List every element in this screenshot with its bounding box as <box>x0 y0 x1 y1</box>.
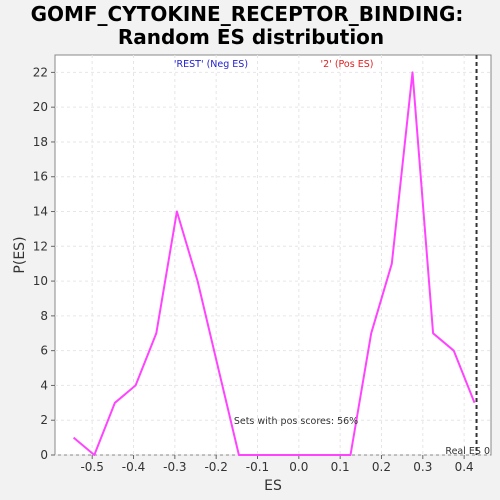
x-tick-label: 0.1 <box>331 460 350 474</box>
pos-scores-annotation: Sets with pos scores: 56% <box>234 416 358 427</box>
chart-title-line1: GOMF_CYTOKINE_RECEPTOR_BINDING: <box>31 2 464 26</box>
y-tick-label: 6 <box>40 344 48 358</box>
x-tick-label: -0.1 <box>246 460 269 474</box>
x-axis-title: ES <box>264 478 282 494</box>
y-tick-label: 18 <box>33 135 48 149</box>
y-axis-ticks: 0 2 4 6 8 10 12 14 16 18 20 22 <box>33 65 55 462</box>
gridlines <box>55 55 491 456</box>
series-line <box>72 71 476 456</box>
y-tick-label: 20 <box>33 100 48 114</box>
y-tick-label: 22 <box>33 65 48 79</box>
chart-title-line2: Random ES distribution <box>118 25 384 49</box>
x-tick-label: 0.4 <box>455 460 474 474</box>
x-tick-label: 0.0 <box>289 460 308 474</box>
x-tick-label: 0.2 <box>372 460 391 474</box>
y-tick-label: 16 <box>33 170 48 184</box>
y-tick-label: 8 <box>40 309 48 323</box>
y-tick-label: 10 <box>33 274 48 288</box>
legend-neg-es: 'REST' (Neg ES) <box>174 59 248 70</box>
x-tick-label: -0.2 <box>204 460 227 474</box>
y-tick-label: 14 <box>33 205 48 219</box>
x-tick-label: -0.3 <box>163 460 186 474</box>
series-group <box>72 71 476 456</box>
x-tick-label: -0.4 <box>122 460 145 474</box>
y-tick-label: 2 <box>40 413 48 427</box>
legend-pos-es: '2' (Pos ES) <box>321 59 374 70</box>
y-tick-label: 12 <box>33 239 48 253</box>
y-tick-label: 0 <box>40 448 48 462</box>
y-tick-label: 4 <box>40 378 48 392</box>
plot-area <box>54 54 492 456</box>
x-axis-ticks: -0.5 -0.4 -0.3 -0.2 -0.1 0.0 0.1 0.2 0.3 0.4 <box>80 455 474 474</box>
x-tick-label: -0.5 <box>80 460 103 474</box>
real-es-label: Real ES 0 <box>445 446 490 457</box>
x-tick-label: 0.3 <box>413 460 432 474</box>
y-axis-title: P(ES) <box>12 236 28 273</box>
